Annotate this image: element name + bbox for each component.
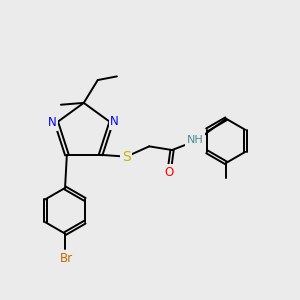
Text: NH: NH <box>187 135 204 145</box>
Text: N: N <box>48 116 56 129</box>
Text: S: S <box>122 150 131 164</box>
Text: Br: Br <box>60 252 73 265</box>
Text: N: N <box>110 116 119 128</box>
Text: O: O <box>164 166 174 178</box>
